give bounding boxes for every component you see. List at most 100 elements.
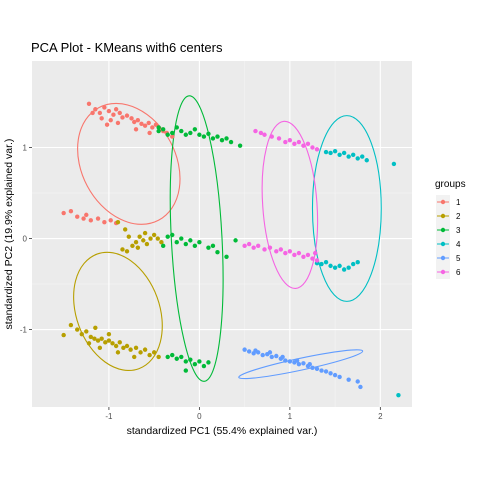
cluster-1-point <box>109 218 113 222</box>
cluster-5-point <box>295 358 299 362</box>
cluster-5-point <box>333 373 337 377</box>
cluster-2-point <box>136 245 140 249</box>
cluster-5-point <box>315 367 319 371</box>
legend-key-2-point <box>441 214 445 218</box>
cluster-5-point <box>261 353 265 357</box>
cluster-6-point <box>251 245 255 249</box>
cluster-3-point <box>197 133 201 137</box>
cluster-3-point <box>188 357 192 361</box>
cluster-1-point <box>61 211 65 215</box>
legend-label-2: 2 <box>456 212 461 221</box>
legend-label-4: 4 <box>456 240 461 249</box>
cluster-2-point <box>120 247 124 251</box>
cluster-3-point <box>206 132 210 136</box>
cluster-4-point <box>356 260 360 264</box>
cluster-6-point <box>270 134 274 138</box>
cluster-3-point <box>179 355 183 359</box>
cluster-1-point <box>136 118 140 122</box>
cluster-4-point <box>337 264 341 268</box>
cluster-6-point <box>288 138 292 142</box>
cluster-4-point <box>342 267 346 271</box>
cluster-6-point <box>277 136 281 140</box>
cluster-5-point <box>319 368 323 372</box>
cluster-4-point <box>392 162 396 166</box>
cluster-3-point <box>170 233 174 237</box>
cluster-4-point <box>324 260 328 264</box>
cluster-3-point <box>184 242 188 246</box>
cluster-3-point <box>211 136 215 140</box>
cluster-4-point <box>319 262 323 266</box>
cluster-3-point <box>184 359 188 363</box>
cluster-3-point <box>179 129 183 133</box>
cluster-3-point <box>166 235 170 239</box>
cluster-4-point <box>351 262 355 266</box>
x-tick-label: -1 <box>105 412 113 421</box>
cluster-3-point <box>170 353 174 357</box>
cluster-6-point <box>292 142 296 146</box>
cluster-2-point <box>147 353 151 357</box>
cluster-2-point <box>116 350 120 354</box>
cluster-3-point <box>184 368 188 372</box>
cluster-2-point <box>99 337 103 341</box>
cluster-1-point <box>69 209 73 213</box>
y-axis-title: standardized PC2 (19.9% explained var.) <box>3 139 15 330</box>
cluster-3-point <box>202 134 206 138</box>
cluster-2-point <box>69 323 73 327</box>
cluster-1-point <box>99 116 103 120</box>
cluster-5-point <box>288 359 292 363</box>
cluster-2-point <box>128 347 132 351</box>
cluster-5-point <box>328 371 332 375</box>
cluster-3-point <box>188 131 192 135</box>
cluster-5-point <box>356 379 360 383</box>
cluster-3-point <box>224 255 228 259</box>
cluster-5-point <box>247 349 251 353</box>
legend-key-5-point <box>441 256 445 260</box>
cluster-5-point <box>358 385 362 389</box>
cluster-2-point <box>84 329 88 333</box>
cluster-1-point <box>143 123 147 127</box>
cluster-5-point <box>270 355 274 359</box>
cluster-4-point <box>346 265 350 269</box>
cluster-3-point <box>211 244 215 248</box>
cluster-2-point <box>152 350 156 354</box>
cluster-1-point <box>125 113 129 117</box>
cluster-6-point <box>297 251 301 255</box>
chart-title: PCA Plot - KMeans with6 centers <box>31 40 223 55</box>
cluster-4-point <box>351 153 355 157</box>
cluster-5-point <box>280 355 284 359</box>
cluster-6-point <box>301 143 305 147</box>
x-tick-label: 2 <box>378 412 383 421</box>
legend: groups 123456 <box>435 179 466 279</box>
cluster-2-point <box>145 242 149 246</box>
cluster-2-point <box>61 333 65 337</box>
legend-key-4-point <box>441 242 445 246</box>
cluster-5-point <box>308 362 312 366</box>
cluster-5-point <box>301 361 305 365</box>
cluster-1-point <box>84 213 88 217</box>
cluster-3-point <box>233 238 237 242</box>
cluster-2-point <box>156 355 160 359</box>
cluster-6-point <box>310 256 314 260</box>
cluster-5-point <box>346 377 350 381</box>
cluster-6-point <box>306 253 310 257</box>
cluster-4-point <box>346 154 350 158</box>
cluster-1-point <box>114 107 118 111</box>
cluster-2-point <box>123 227 127 231</box>
cluster-3-point <box>193 362 197 366</box>
cluster-6-point <box>310 145 314 149</box>
cluster-3-point <box>166 133 170 137</box>
legend-label-1: 1 <box>456 198 461 207</box>
cluster-4-point <box>333 149 337 153</box>
cluster-2-point <box>98 346 102 350</box>
cluster-2-point <box>148 236 152 240</box>
cluster-6-point <box>315 147 319 151</box>
cluster-6-point <box>256 244 260 248</box>
cluster-2-point <box>141 238 145 242</box>
cluster-6-point <box>306 142 310 146</box>
cluster-2-point <box>116 220 120 224</box>
cluster-5-point <box>310 366 314 370</box>
cluster-2-point <box>132 355 136 359</box>
cluster-1-point <box>134 127 138 131</box>
cluster-2-point <box>110 341 114 345</box>
cluster-3-point <box>175 357 179 361</box>
